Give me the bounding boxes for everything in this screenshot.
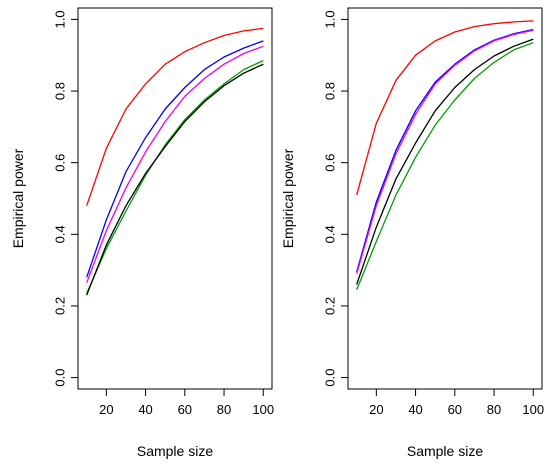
y-tick-label: 0.4 xyxy=(322,225,337,243)
y-axis-title: Empirical power xyxy=(280,148,296,248)
y-tick-label: 0.2 xyxy=(52,297,67,315)
x-tick-label: 20 xyxy=(369,402,383,417)
x-tick-label: 60 xyxy=(178,402,192,417)
series-line-5 xyxy=(86,63,264,296)
series-line-3 xyxy=(86,45,264,283)
series-line-1 xyxy=(356,20,534,196)
panel-1: 0.0 0.2 0.4 0.6 0.8 1.0 20 40 60 80 100 Sample size… xyxy=(10,7,274,459)
y-tick-label: 0.0 xyxy=(322,369,337,387)
series-line-5 xyxy=(356,42,534,291)
series-line-4 xyxy=(356,38,534,285)
y-axis-title: Empirical power xyxy=(10,148,26,248)
x-tick-label: 80 xyxy=(487,402,501,417)
y-tick-label: 0.2 xyxy=(322,297,337,315)
y-tick-label: 1.0 xyxy=(322,10,337,28)
series-line-4 xyxy=(86,60,264,294)
plot-frame xyxy=(347,7,543,390)
x-tick-label: 80 xyxy=(217,402,231,417)
y-tick-label: 0.8 xyxy=(52,82,67,100)
y-tick-label: 0.4 xyxy=(52,225,67,243)
y-tick-label: 1.0 xyxy=(52,10,67,28)
x-tick-label: 20 xyxy=(99,402,113,417)
y-tick-label: 0.0 xyxy=(52,369,67,387)
plot-frame xyxy=(77,7,273,390)
x-tick-label: 100 xyxy=(522,402,544,417)
series-line-2 xyxy=(356,28,534,273)
x-tick-label: 40 xyxy=(408,402,422,417)
y-tick-label: 0.6 xyxy=(322,154,337,172)
y-tick-label: 0.6 xyxy=(52,154,67,172)
x-axis-title: Sample size xyxy=(137,443,213,459)
x-tick-label: 40 xyxy=(138,402,152,417)
panel-2: 0.0 0.2 0.4 0.6 0.8 1.0 20 40 60 80 100 Sample size… xyxy=(280,7,544,459)
x-tick-label: 100 xyxy=(252,402,274,417)
x-tick-label: 60 xyxy=(448,402,462,417)
series-line-3 xyxy=(356,29,534,274)
series-line-1 xyxy=(86,27,264,206)
x-axis-title: Sample size xyxy=(407,443,483,459)
y-tick-label: 0.8 xyxy=(322,82,337,100)
series-line-2 xyxy=(86,40,264,278)
